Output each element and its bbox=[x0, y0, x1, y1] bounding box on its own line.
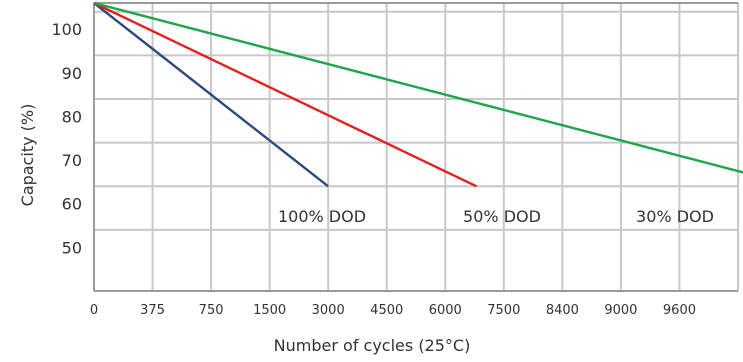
x-tick-label: 750 bbox=[199, 303, 224, 318]
y-tick-label: 100 bbox=[51, 20, 82, 39]
series-label: 50% DOD bbox=[463, 207, 541, 226]
x-tick-label: 8400 bbox=[546, 303, 579, 318]
x-tick-label: 9600 bbox=[663, 303, 696, 318]
x-tick-label: 3000 bbox=[312, 303, 345, 318]
series-label: 100% DOD bbox=[278, 207, 366, 226]
x-tick-label: 0 bbox=[90, 303, 98, 318]
y-axis-label: Capacity (%) bbox=[18, 104, 37, 207]
x-tick-labels: 0 375 750 1500 3000 4500 6000 7500 8400 9000 9600 bbox=[90, 303, 696, 318]
x-tick-label: 1500 bbox=[253, 303, 286, 318]
series-lines bbox=[93, 1, 743, 188]
x-tick-label: 9000 bbox=[604, 303, 637, 318]
series-labels: 100% DOD 50% DOD 30% DOD bbox=[278, 207, 714, 226]
y-tick-label: 80 bbox=[62, 107, 82, 126]
x-tick-label: 375 bbox=[140, 303, 165, 318]
y-tick-labels: 100 90 80 70 60 50 bbox=[51, 20, 82, 257]
y-tick-label: 70 bbox=[62, 151, 82, 170]
series-line bbox=[93, 1, 478, 188]
y-tick-label: 60 bbox=[62, 195, 82, 214]
y-tick-label: 90 bbox=[62, 64, 82, 83]
x-tick-label: 7500 bbox=[487, 303, 520, 318]
y-tick-label: 50 bbox=[62, 238, 82, 257]
series-line bbox=[93, 2, 329, 188]
grid bbox=[93, 2, 739, 292]
x-tick-label: 6000 bbox=[429, 303, 462, 318]
series-label: 30% DOD bbox=[636, 207, 714, 226]
x-axis-label: Number of cycles (25°C) bbox=[274, 336, 471, 355]
x-tick-label: 4500 bbox=[370, 303, 403, 318]
series-line bbox=[93, 1, 743, 174]
